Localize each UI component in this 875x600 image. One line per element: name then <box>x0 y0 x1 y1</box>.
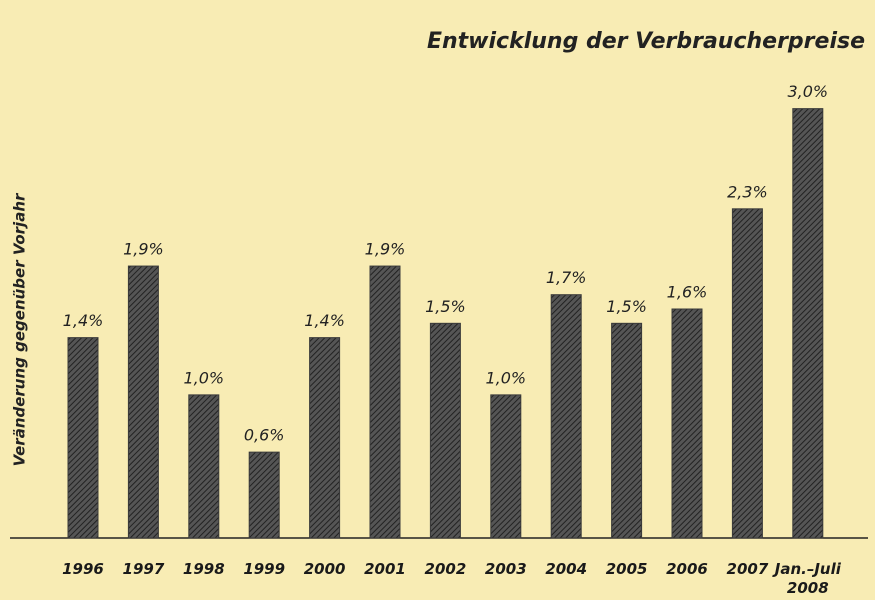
value-label: 2,3% <box>727 182 768 201</box>
value-label: 1,9% <box>123 240 164 259</box>
x-tick-label: 1999 <box>243 560 286 578</box>
value-label: 3,0% <box>787 82 828 101</box>
value-label: 1,7% <box>546 268 587 287</box>
bar <box>369 265 401 539</box>
value-label: 1,5% <box>425 297 466 316</box>
bar <box>309 337 341 539</box>
value-label: 1,0% <box>485 368 526 387</box>
bar <box>127 265 159 539</box>
bar <box>248 451 280 539</box>
x-tick-label: Jan.–Juli 2008 <box>774 560 841 597</box>
bar <box>792 108 824 539</box>
x-tick-label: 1997 <box>122 560 165 578</box>
value-label: 1,6% <box>667 283 708 302</box>
bar <box>550 294 582 539</box>
bar <box>490 394 522 539</box>
x-tick-label: 1998 <box>182 560 225 578</box>
x-tick-label: 2001 <box>364 560 406 578</box>
chart-title: Entwicklung der Verbraucherpreise <box>427 29 865 54</box>
x-tick-label: 2004 <box>545 560 588 578</box>
bar <box>429 322 461 539</box>
bar <box>67 337 99 539</box>
value-label: 0,6% <box>244 426 285 445</box>
bar <box>188 394 220 539</box>
value-label: 1,5% <box>606 297 647 316</box>
value-label: 1,4% <box>304 311 345 330</box>
x-tick-label: 2000 <box>303 560 346 578</box>
value-label: 1,9% <box>365 240 406 259</box>
bar <box>731 208 763 539</box>
x-tick-label: 2003 <box>484 560 527 578</box>
value-label: 1,0% <box>183 368 224 387</box>
x-tick-label: 2005 <box>605 560 648 578</box>
value-label: 1,4% <box>63 311 104 330</box>
bar <box>671 308 703 539</box>
bar <box>611 322 643 539</box>
x-tick-label: 1996 <box>62 560 104 578</box>
x-tick-label: 2006 <box>666 560 708 578</box>
x-tick-label: 2002 <box>424 560 467 578</box>
x-tick-label: 2007 <box>726 560 769 578</box>
y-axis-label: Veränderung gegenüber Vorjahr <box>11 192 29 466</box>
